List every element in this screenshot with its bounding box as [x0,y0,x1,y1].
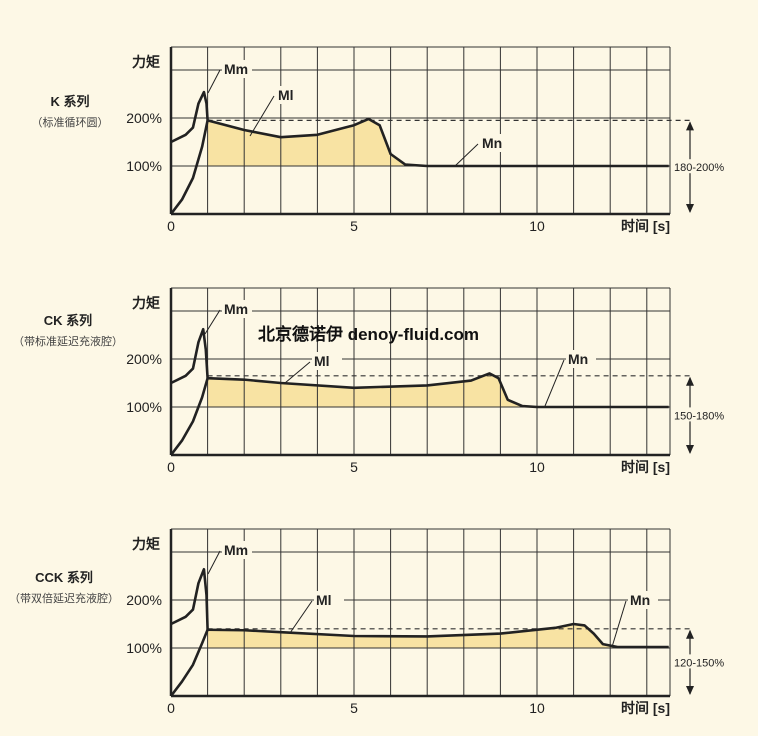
range-arrow-down-icon [686,686,694,695]
range-label-bg [672,159,734,174]
mn-label-bg [566,350,596,368]
mn-label: Mn [568,351,588,367]
y-tick-label: 200% [126,592,162,608]
ml-leader-line [249,95,275,137]
ml-label: Ml [278,87,294,103]
range-label-bg [672,654,734,669]
series-subtitle: （带双倍延迟充液腔） [9,591,119,605]
range-arrow-up-icon [686,629,694,639]
x-tick-label: 10 [529,218,545,234]
range-label: 180-200% [674,162,724,174]
range-label-bg [672,407,734,422]
x-axis-title: 时间 [s] [621,459,670,475]
series-title: K 系列 [50,94,89,109]
x-tick-label: 5 [350,459,358,475]
mm-leader-line [204,309,221,335]
x-tick-label: 5 [350,700,358,716]
curve-mm [170,567,209,630]
mn-label-bg [628,591,658,609]
y-axis-title: 力矩 [132,54,160,70]
ml-label-bg [276,86,306,104]
y-tick-label: 100% [126,399,162,415]
y-tick-label: 100% [126,640,162,656]
ml-area-fill [207,118,669,166]
mm-label: Mm [224,301,248,317]
curve-mm [170,327,209,385]
x-axis-title: 时间 [s] [621,218,670,234]
curve-rise [169,377,209,456]
x-tick-label: 10 [529,459,545,475]
mn-leader-line [544,359,565,407]
range-arrow-up-icon [686,121,694,131]
y-axis-title: 力矩 [132,295,160,311]
range-arrow-down-icon [686,445,694,454]
range-label: 150-180% [674,410,724,422]
x-tick-label: 0 [167,459,175,475]
range-label: 120-150% [674,657,724,669]
series-subtitle: （标准循环圆） [32,115,109,129]
curve-mm [170,90,209,144]
mm-leader-line [207,550,221,575]
x-tick-label: 10 [529,700,545,716]
curve-rise [169,629,209,697]
ml-area-fill [207,373,669,407]
curve-ml [207,372,669,409]
ml-area-fill [207,624,669,648]
mm-label: Mm [224,61,248,77]
mn-label-bg [480,134,510,152]
y-tick-label: 200% [126,110,162,126]
mm-label-bg [222,60,252,78]
range-arrow-down-icon [686,204,694,213]
mm-label: Mm [224,542,248,558]
x-tick-label: 0 [167,700,175,716]
curve-ml [207,622,669,649]
y-axis-title: 力矩 [132,536,160,552]
ml-leader-line [289,600,313,634]
x-axis-title: 时间 [s] [621,700,670,716]
ml-label: Ml [314,353,330,369]
series-subtitle: （带标准延迟充液腔） [13,334,123,348]
mn-leader-line [454,143,479,167]
mm-label-bg [222,541,252,559]
y-tick-label: 200% [126,351,162,367]
series-title: CCK 系列 [35,570,93,585]
watermark: 北京德诺伊 denoy-fluid.com [258,324,479,344]
series-title: CK 系列 [44,313,92,328]
range-arrow-up-icon [686,376,694,386]
mn-leader-line [611,600,627,648]
mn-label: Mn [630,592,650,608]
mm-leader-line [207,69,221,94]
y-tick-label: 100% [126,158,162,174]
ml-label-bg [314,591,344,609]
ml-label-bg [312,352,342,370]
x-tick-label: 5 [350,218,358,234]
curve-rise [169,120,209,215]
ml-leader-line [284,361,311,384]
mm-label-bg [222,300,252,318]
curve-ml [207,117,669,168]
mn-label: Mn [482,135,502,151]
ml-label: Ml [316,592,332,608]
x-tick-label: 0 [167,218,175,234]
